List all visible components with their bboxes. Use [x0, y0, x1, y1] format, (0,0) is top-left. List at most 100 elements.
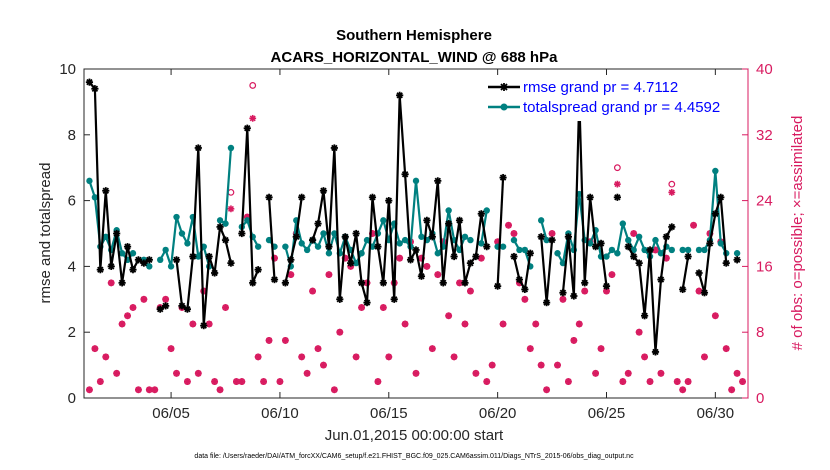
obs-assimilated-marker	[575, 320, 583, 328]
rmse-point	[205, 252, 213, 261]
obs-assimilated-marker	[135, 386, 142, 394]
rmse-point	[630, 252, 638, 261]
obs-assimilated-marker	[488, 361, 496, 369]
y2-tick-label: 0	[756, 390, 764, 407]
rmse-point	[85, 78, 94, 86]
totalspread-point	[282, 243, 289, 250]
obs-assimilated-marker	[722, 345, 730, 353]
obs-assimilated-marker	[211, 378, 219, 385]
obs-assimilated-marker	[194, 369, 202, 377]
totalspread-point	[461, 233, 469, 240]
totalspread-point	[320, 230, 327, 237]
legend-rmse-marker	[500, 83, 508, 91]
obs-assimilated-marker	[325, 271, 333, 279]
rmse-point	[695, 269, 703, 277]
totalspread-point	[401, 236, 409, 244]
data-file-footnote: data file: /Users/raeder/DAI/ATM_forcXX/…	[194, 453, 634, 460]
obs-assimilated-marker	[330, 386, 338, 394]
totalspread-point	[162, 246, 169, 254]
obs-assimilated-marker	[505, 221, 512, 229]
obs-assimilated-marker	[739, 378, 746, 385]
totalspread-point	[434, 250, 441, 257]
obs-assimilated-marker	[695, 287, 703, 295]
obs-assimilated-marker	[428, 345, 436, 353]
rmse-point	[406, 256, 415, 264]
rmse-line-segment	[697, 196, 728, 294]
rmse-point	[499, 173, 507, 182]
totalspread-point	[325, 250, 333, 257]
totalspread-point	[412, 177, 420, 185]
totalspread-point	[603, 253, 610, 260]
totalspread-point	[222, 220, 229, 227]
obs-assimilated-marker	[374, 378, 382, 385]
rmse-point	[396, 91, 404, 99]
rmse-point	[96, 266, 104, 274]
totalspread-point	[298, 240, 305, 247]
rmse-point	[439, 279, 447, 287]
rmse-point	[461, 279, 469, 287]
obs-possible-marker	[613, 164, 621, 172]
totalspread-point	[314, 243, 322, 250]
legend: rmse grand pr = 4.7112 totalspread grand…	[483, 75, 743, 121]
totalspread-point	[619, 220, 627, 227]
totalspread-point	[478, 240, 485, 247]
x-tick-label: 06/05	[152, 405, 190, 422]
obs-assimilated-marker	[684, 378, 692, 385]
totalspread-point	[717, 240, 724, 247]
obs-assimilated-marker	[499, 320, 507, 328]
rmse-point	[581, 279, 589, 287]
rmse-point	[564, 233, 572, 241]
rmse-point	[651, 348, 660, 356]
totalspread-point	[652, 236, 659, 244]
rmse-point	[129, 266, 137, 274]
rmse-point	[254, 266, 262, 274]
obs-assimilated-marker	[189, 320, 197, 328]
totalspread-point	[86, 177, 93, 185]
obs-assimilated-marker	[118, 320, 126, 328]
obs-assimilated-marker	[510, 230, 518, 237]
obs-assimilated-marker	[690, 221, 697, 229]
rmse-point	[325, 243, 333, 251]
obs-assimilated-marker	[309, 287, 316, 295]
obs-assimilated-marker	[396, 254, 404, 262]
obs-possible-marker	[249, 82, 257, 89]
obs-assimilated-marker	[401, 320, 409, 328]
obs-assimilated-marker	[260, 378, 268, 385]
obs-assimilated-marker	[619, 378, 627, 385]
rmse-point	[194, 144, 202, 152]
totalspread-point	[712, 167, 719, 175]
totalspread-point	[608, 246, 616, 254]
obs-assimilated-marker	[657, 369, 665, 377]
rmse-point	[113, 229, 121, 238]
y2-tick-label: 32	[756, 127, 773, 144]
totalspread-point	[254, 243, 262, 250]
rmse-point	[249, 279, 257, 287]
obs-assimilated-marker	[412, 369, 420, 377]
obs-assimilated-marker	[445, 312, 453, 320]
y-tick-label: 6	[68, 193, 76, 210]
obs-assimilated-marker	[472, 369, 480, 377]
rmse-point	[385, 197, 393, 205]
obs-assimilated-marker	[276, 378, 284, 385]
totalspread-point	[118, 250, 126, 257]
obs-assimilated-marker	[592, 369, 600, 377]
rmse-point	[613, 193, 621, 201]
rmse-point	[662, 233, 670, 241]
obs-assimilated-marker	[537, 361, 545, 369]
rmse-point	[308, 236, 317, 244]
obs-assimilated-marker	[173, 369, 180, 377]
totalspread-point	[657, 250, 665, 257]
obs-assimilated-marker	[733, 369, 741, 377]
rmse-point	[657, 275, 665, 284]
obs-assimilated-marker	[265, 337, 273, 344]
obs-assimilated-marker	[461, 320, 469, 328]
rmse-point	[401, 170, 409, 178]
rmse-point	[221, 236, 230, 244]
rmse-point	[102, 187, 110, 195]
x-tick-label: 06/30	[697, 405, 735, 422]
obs-assimilated-marker	[336, 328, 344, 336]
rmse-point	[423, 216, 431, 224]
rmse-point	[700, 289, 709, 297]
